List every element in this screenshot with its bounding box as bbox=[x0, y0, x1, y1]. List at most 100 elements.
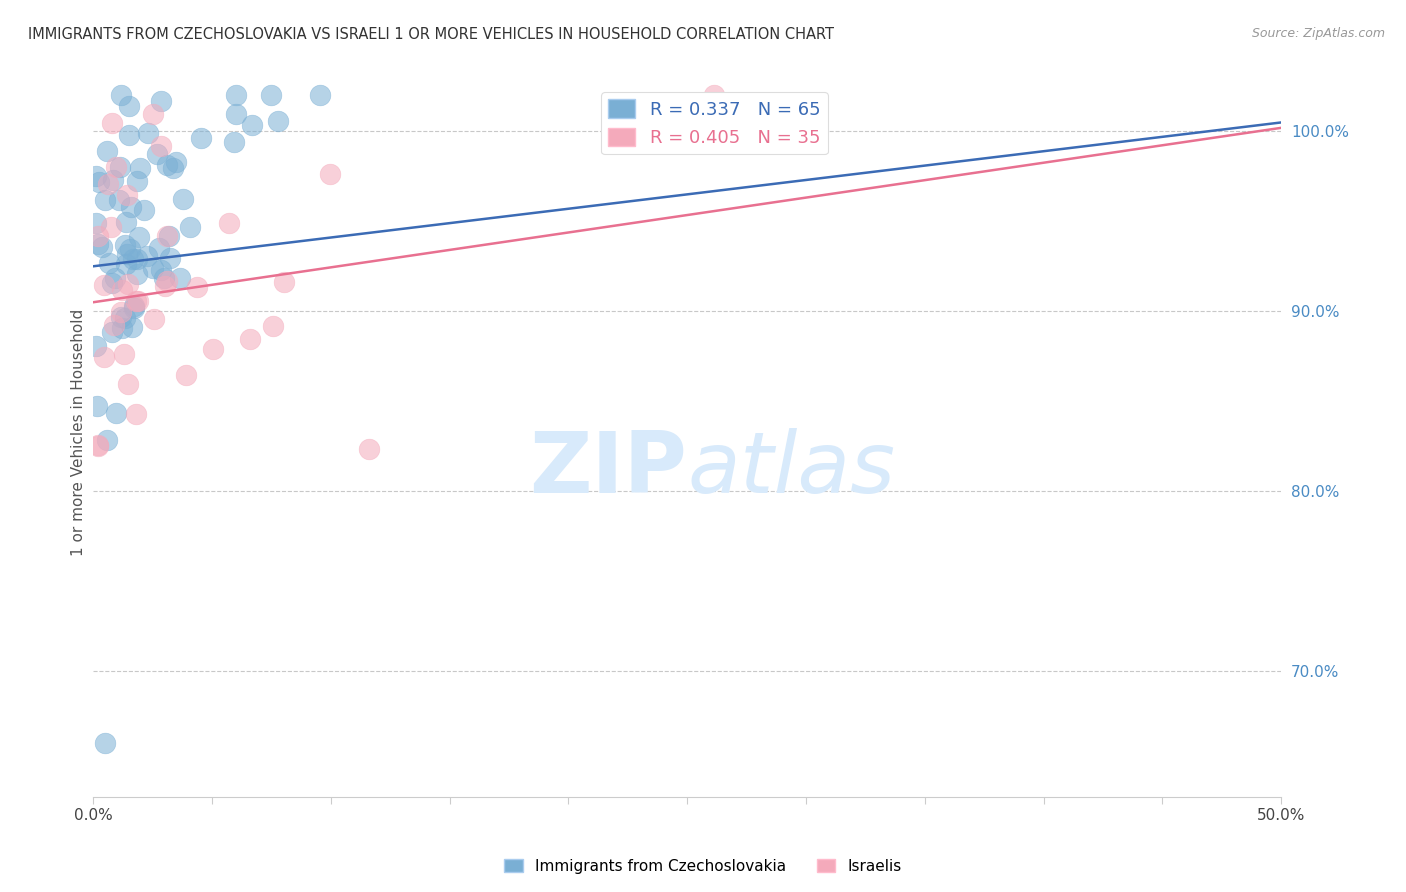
Point bbox=[319, 167, 342, 181]
Point bbox=[124, 299, 146, 313]
Point bbox=[127, 268, 149, 282]
Point bbox=[87, 176, 110, 190]
Point bbox=[190, 131, 212, 145]
Point bbox=[238, 333, 260, 347]
Point bbox=[165, 154, 187, 169]
Point bbox=[86, 169, 108, 183]
Point bbox=[87, 228, 110, 243]
Point bbox=[149, 263, 172, 277]
Point bbox=[127, 174, 149, 188]
Point bbox=[143, 311, 166, 326]
Point bbox=[148, 241, 170, 255]
Point bbox=[122, 252, 145, 267]
Point bbox=[111, 320, 134, 334]
Point bbox=[87, 439, 110, 453]
Point bbox=[86, 399, 108, 413]
Point bbox=[104, 160, 127, 174]
Point bbox=[96, 144, 118, 158]
Point bbox=[267, 114, 290, 128]
Point bbox=[114, 310, 136, 325]
Point bbox=[117, 247, 139, 261]
Point bbox=[260, 88, 283, 103]
Point bbox=[127, 252, 149, 266]
Point bbox=[142, 107, 165, 121]
Point bbox=[149, 139, 172, 153]
Point bbox=[357, 442, 380, 456]
Point bbox=[117, 377, 139, 392]
Point bbox=[118, 242, 141, 256]
Point bbox=[93, 351, 115, 365]
Point bbox=[162, 161, 184, 176]
Point bbox=[135, 249, 157, 263]
Legend: R = 0.337   N = 65, R = 0.405   N = 35: R = 0.337 N = 65, R = 0.405 N = 35 bbox=[602, 92, 828, 154]
Legend: Immigrants from Czechoslovakia, Israelis: Immigrants from Czechoslovakia, Israelis bbox=[498, 853, 908, 880]
Point bbox=[110, 310, 132, 325]
Point bbox=[103, 318, 125, 333]
Point bbox=[110, 305, 132, 319]
Point bbox=[127, 293, 149, 308]
Point bbox=[108, 193, 131, 207]
Point bbox=[222, 135, 245, 149]
Point bbox=[225, 88, 247, 103]
Point bbox=[104, 406, 127, 420]
Point bbox=[96, 434, 118, 448]
Point bbox=[153, 279, 176, 293]
Point bbox=[97, 177, 120, 191]
Point bbox=[169, 271, 191, 285]
Point bbox=[128, 229, 150, 244]
Point bbox=[124, 301, 146, 315]
Point bbox=[179, 220, 201, 235]
Point bbox=[125, 293, 148, 308]
Point bbox=[157, 228, 180, 243]
Point bbox=[132, 202, 155, 217]
Point bbox=[146, 147, 169, 161]
Point bbox=[121, 320, 143, 334]
Point bbox=[115, 188, 138, 202]
Text: IMMIGRANTS FROM CZECHOSLOVAKIA VS ISRAELI 1 OR MORE VEHICLES IN HOUSEHOLD CORREL: IMMIGRANTS FROM CZECHOSLOVAKIA VS ISRAEL… bbox=[28, 27, 834, 42]
Point bbox=[100, 219, 122, 234]
Point bbox=[186, 280, 208, 294]
Point bbox=[262, 319, 284, 334]
Point bbox=[101, 116, 124, 130]
Point bbox=[86, 237, 108, 252]
Point bbox=[703, 88, 725, 103]
Point bbox=[174, 368, 197, 383]
Point bbox=[218, 216, 240, 230]
Point bbox=[100, 325, 122, 339]
Point bbox=[273, 275, 295, 289]
Point bbox=[115, 257, 138, 271]
Point bbox=[172, 193, 194, 207]
Point bbox=[202, 342, 225, 356]
Point bbox=[84, 339, 107, 353]
Point bbox=[225, 107, 247, 121]
Point bbox=[117, 277, 139, 292]
Point bbox=[156, 229, 179, 244]
Point bbox=[93, 277, 115, 292]
Point bbox=[308, 88, 330, 103]
Point bbox=[125, 407, 148, 421]
Point bbox=[87, 437, 110, 451]
Point bbox=[97, 256, 120, 270]
Point bbox=[110, 161, 132, 175]
Point bbox=[101, 277, 124, 291]
Point bbox=[114, 215, 136, 229]
Text: Source: ZipAtlas.com: Source: ZipAtlas.com bbox=[1251, 27, 1385, 40]
Point bbox=[155, 274, 177, 288]
Point bbox=[90, 240, 112, 254]
Text: ZIP: ZIP bbox=[530, 427, 688, 510]
Point bbox=[136, 126, 159, 140]
Point bbox=[94, 193, 117, 207]
Point bbox=[240, 119, 263, 133]
Text: atlas: atlas bbox=[688, 427, 896, 510]
Point bbox=[94, 736, 117, 750]
Point bbox=[114, 238, 136, 252]
Point bbox=[153, 270, 176, 285]
Point bbox=[155, 158, 177, 172]
Point bbox=[118, 99, 141, 113]
Point bbox=[142, 261, 165, 276]
Point bbox=[103, 173, 125, 187]
Point bbox=[111, 283, 134, 297]
Point bbox=[112, 346, 135, 360]
Point bbox=[118, 128, 141, 142]
Point bbox=[159, 251, 181, 265]
